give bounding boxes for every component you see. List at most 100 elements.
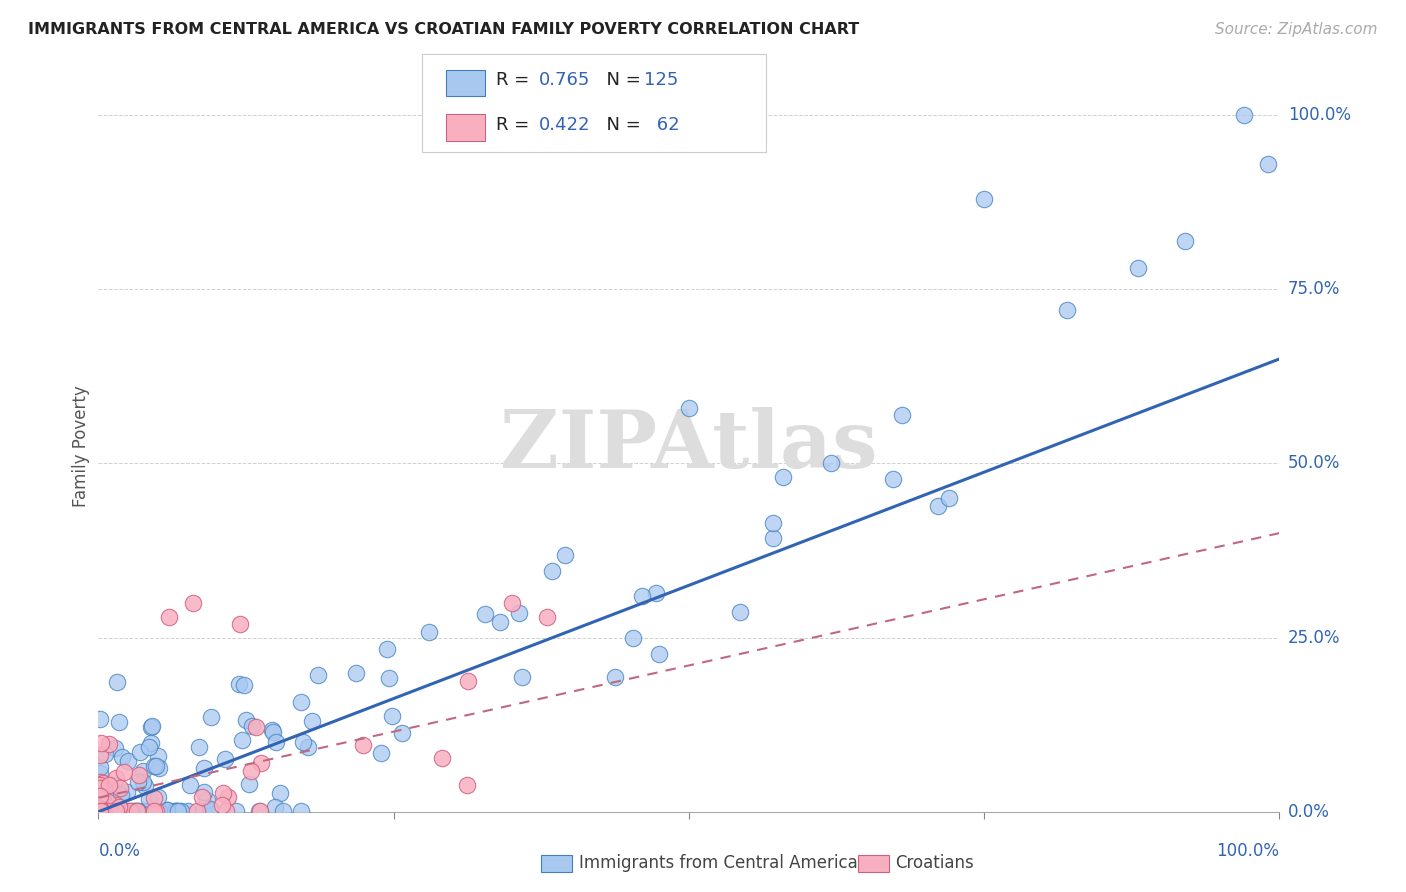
Point — [262, 725, 284, 739]
Point — [229, 616, 252, 631]
Point — [554, 548, 576, 562]
Point — [105, 675, 128, 690]
Point — [136, 804, 159, 818]
Point — [198, 802, 221, 816]
Point — [148, 748, 170, 763]
Point — [131, 775, 153, 789]
Point — [118, 804, 141, 818]
Point — [89, 766, 111, 780]
Point — [89, 797, 111, 811]
Point — [631, 589, 654, 603]
Text: 100.0%: 100.0% — [1288, 106, 1351, 124]
Point — [89, 789, 111, 803]
Point — [107, 804, 129, 818]
Point — [181, 596, 204, 610]
Point — [1233, 108, 1256, 122]
Point — [100, 794, 122, 808]
Point — [211, 786, 233, 800]
Point — [89, 804, 111, 818]
Point — [89, 804, 111, 818]
Point — [501, 596, 523, 610]
Point — [91, 796, 114, 810]
Point — [188, 740, 211, 755]
Point — [89, 804, 111, 818]
Point — [125, 804, 148, 818]
Point — [90, 804, 112, 818]
Text: ZIPAtlas: ZIPAtlas — [501, 407, 877, 485]
Point — [91, 803, 114, 817]
Point — [127, 804, 149, 818]
Point — [89, 804, 111, 818]
Point — [91, 776, 114, 790]
Text: 62: 62 — [651, 116, 679, 134]
Point — [90, 804, 112, 818]
Point — [96, 804, 118, 818]
Point — [225, 804, 247, 818]
Point — [94, 777, 117, 791]
Point — [110, 749, 132, 764]
Point — [89, 748, 111, 763]
Point — [195, 793, 218, 807]
Point — [89, 712, 111, 726]
Point — [89, 804, 111, 818]
Point — [89, 804, 111, 818]
Point — [1257, 157, 1279, 171]
Point — [541, 564, 564, 578]
Point — [96, 804, 118, 818]
Point — [391, 726, 413, 740]
Point — [1056, 303, 1078, 318]
Point — [89, 792, 111, 806]
Point — [456, 778, 478, 792]
Point — [179, 778, 201, 792]
Point — [249, 756, 271, 770]
Point — [138, 739, 160, 754]
Point — [107, 804, 129, 818]
Point — [101, 804, 124, 818]
Point — [141, 719, 163, 733]
Point — [89, 804, 111, 818]
Point — [93, 804, 115, 818]
Point — [193, 761, 215, 775]
Point — [292, 735, 315, 749]
Point — [122, 804, 145, 818]
Point — [148, 761, 170, 775]
Point — [200, 804, 222, 818]
Point — [678, 401, 700, 415]
Point — [211, 798, 233, 813]
Point — [131, 804, 153, 818]
Point — [127, 804, 149, 818]
Point — [264, 735, 287, 749]
Point — [105, 804, 128, 818]
Point — [177, 804, 200, 818]
Text: 75.0%: 75.0% — [1288, 280, 1340, 298]
Text: 25.0%: 25.0% — [1288, 629, 1340, 647]
Text: 0.765: 0.765 — [538, 71, 591, 89]
Point — [231, 733, 253, 747]
Point — [101, 778, 124, 792]
Point — [105, 803, 128, 817]
Point — [228, 676, 250, 690]
Point — [90, 736, 112, 750]
Point — [762, 531, 785, 545]
Point — [418, 625, 440, 640]
Point — [134, 780, 156, 794]
Point — [603, 670, 626, 684]
Point — [381, 709, 404, 723]
Text: 0.0%: 0.0% — [1288, 803, 1330, 821]
Point — [89, 804, 111, 818]
Point — [165, 804, 187, 818]
Point — [200, 710, 222, 724]
Point — [136, 804, 159, 818]
Point — [644, 586, 666, 600]
Point — [143, 804, 166, 818]
Point — [146, 790, 169, 805]
Point — [104, 804, 127, 818]
Point — [110, 804, 132, 818]
Point — [375, 641, 398, 656]
Point — [156, 803, 179, 817]
Point — [90, 804, 112, 818]
Point — [217, 789, 239, 804]
Point — [97, 795, 120, 809]
Point — [263, 799, 285, 814]
Point — [890, 408, 912, 422]
